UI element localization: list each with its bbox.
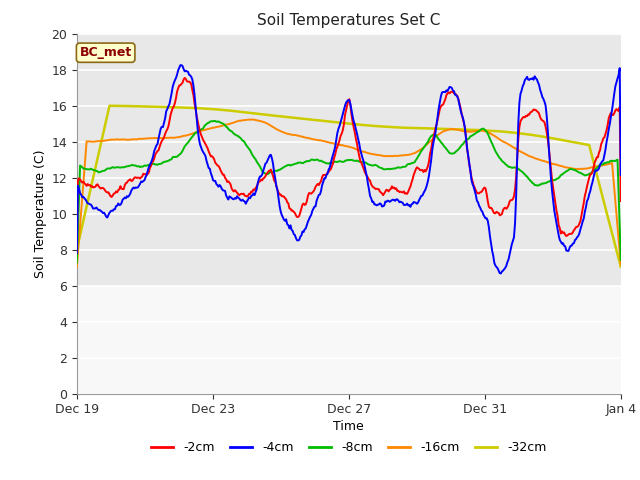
Title: Soil Temperatures Set C: Soil Temperatures Set C — [257, 13, 440, 28]
Text: BC_met: BC_met — [79, 46, 132, 59]
Y-axis label: Soil Temperature (C): Soil Temperature (C) — [34, 149, 47, 278]
Legend: -2cm, -4cm, -8cm, -16cm, -32cm: -2cm, -4cm, -8cm, -16cm, -32cm — [146, 436, 552, 459]
X-axis label: Time: Time — [333, 420, 364, 433]
Bar — [77, 286, 621, 394]
Bar — [77, 34, 621, 286]
